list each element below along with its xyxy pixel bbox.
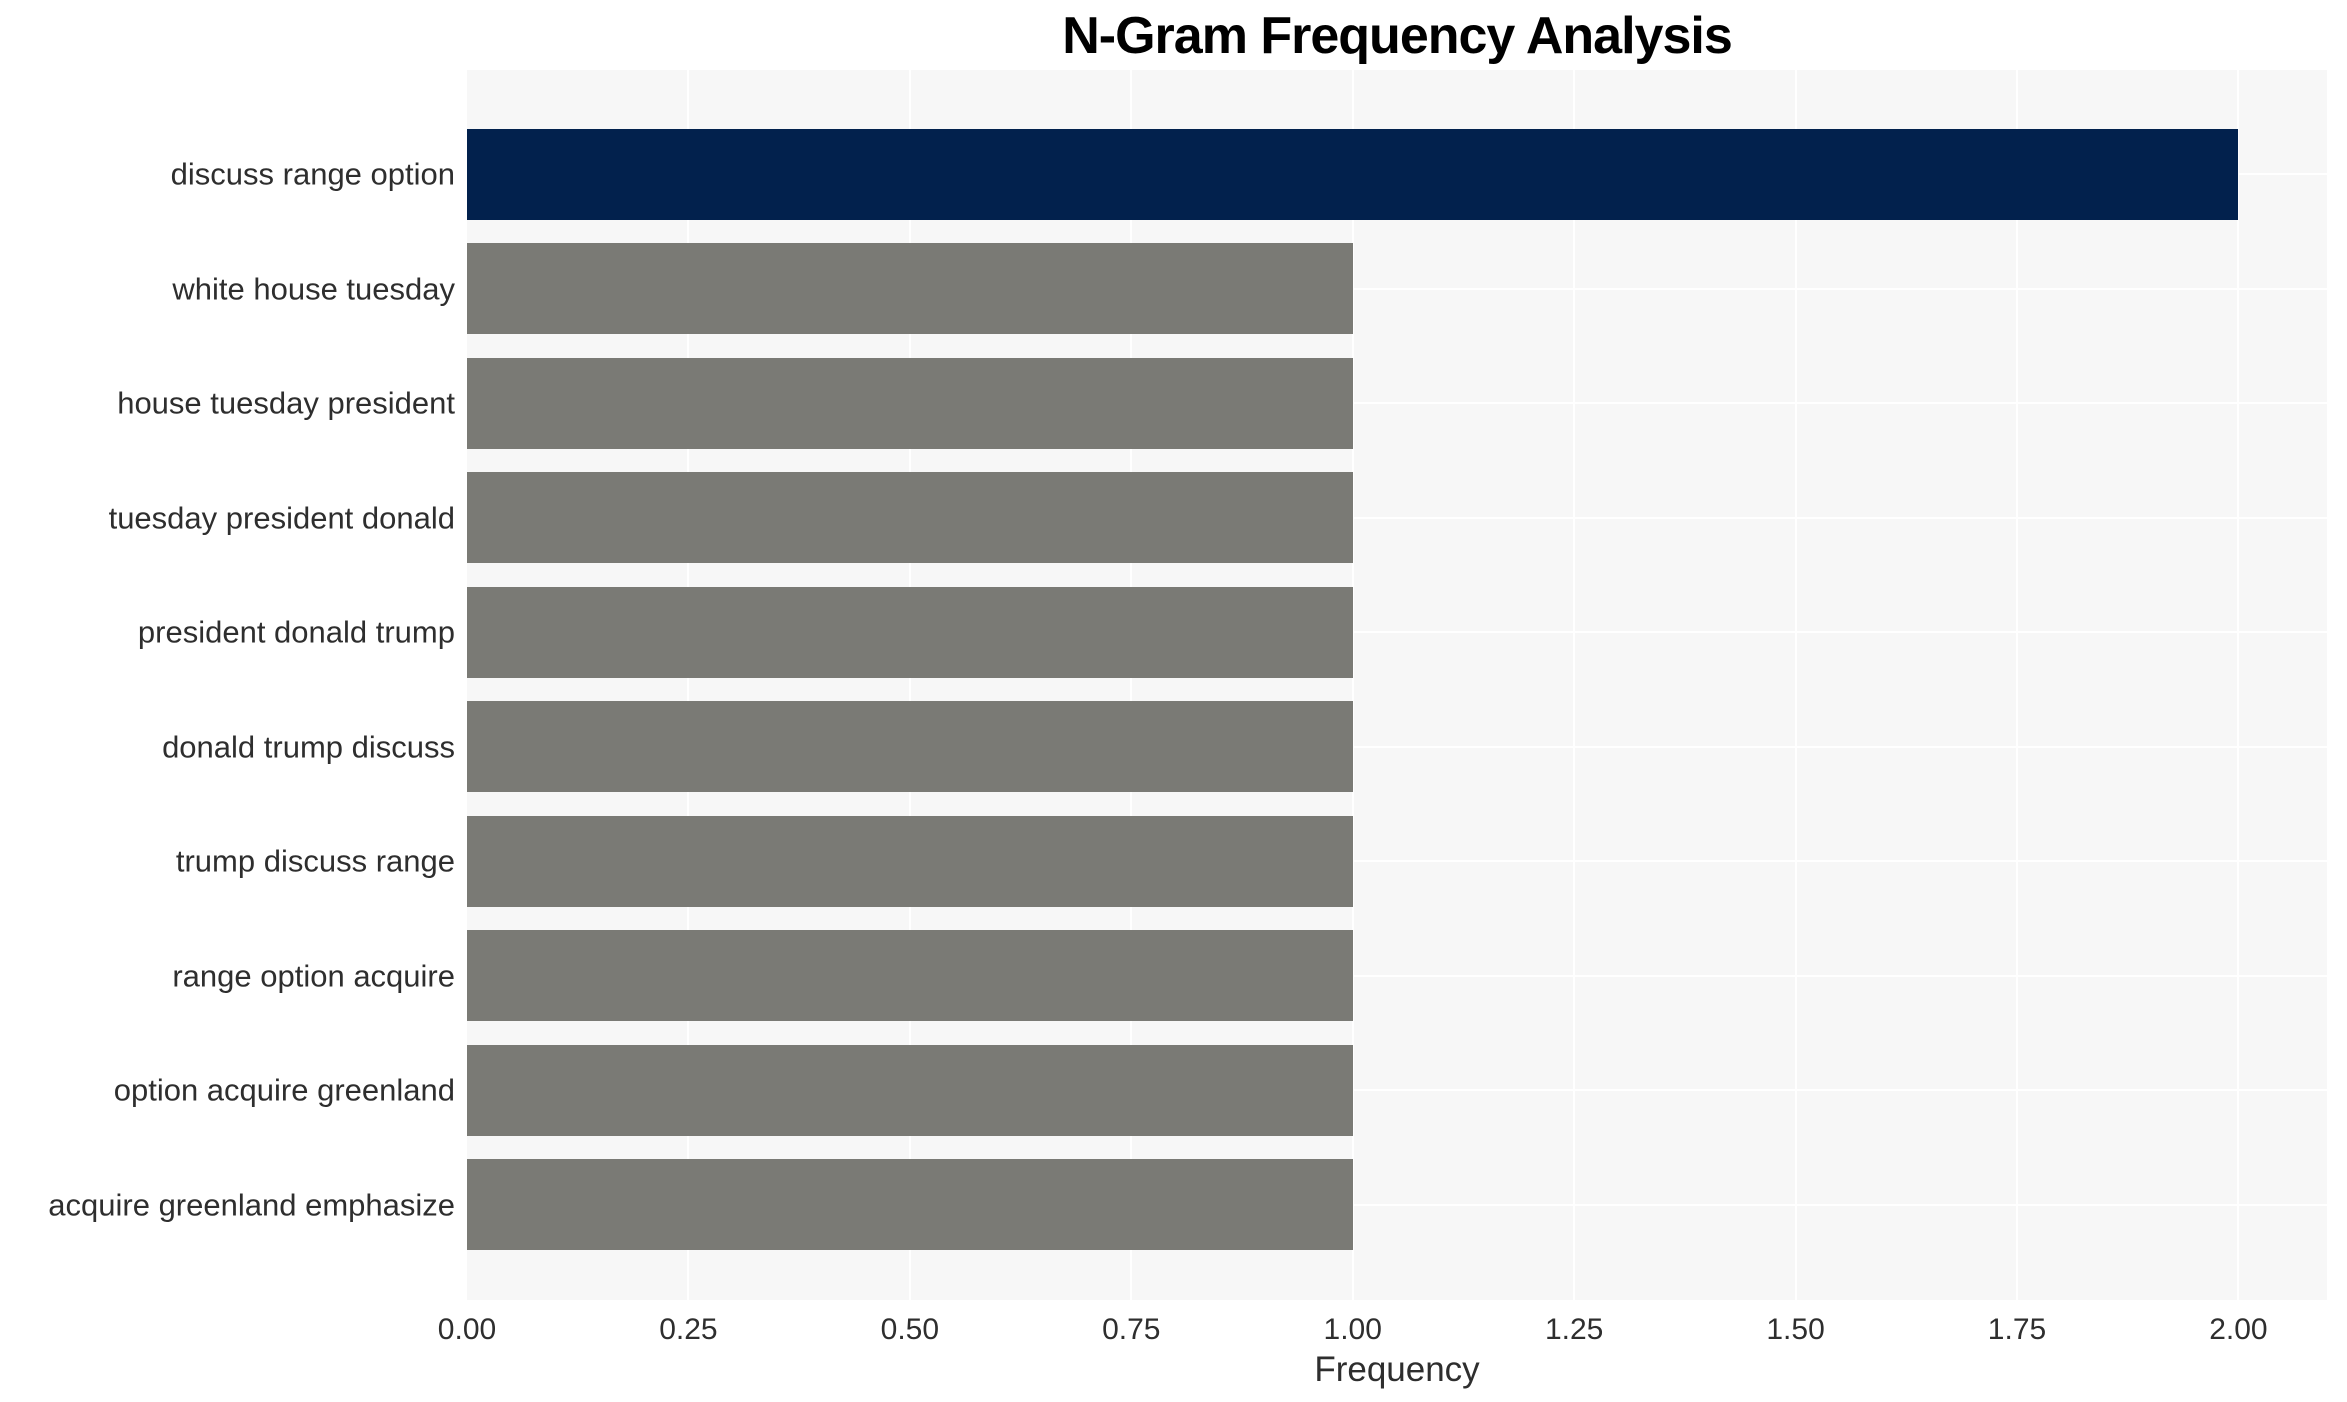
y-axis-label: option acquire greenland [113, 1072, 455, 1108]
bar-option-acquire-greenland [467, 1044, 1353, 1136]
horizontal-gridline [467, 860, 2327, 862]
y-axis-label: donald trump discuss [162, 729, 455, 764]
x-tick-label: 0.00 [437, 1313, 497, 1346]
bar-donald-trump-discuss [467, 701, 1353, 792]
horizontal-gridline [467, 516, 2327, 519]
bar-white-house-tuesday [467, 243, 1353, 334]
y-axis-label: tuesday president donald [108, 500, 455, 535]
y-axis-label: range option acquire [172, 958, 455, 993]
plot-area [467, 70, 2327, 1300]
vertical-gridline [687, 70, 690, 1300]
horizontal-gridline [467, 1089, 2327, 1091]
x-axis-ticks: 0.00 0.25 0.50 0.75 1.00 1.25 1.50 1.75 2.00 [0, 1312, 2347, 1352]
x-tick-label: 2.00 [2209, 1313, 2268, 1346]
x-tick-label: 0.50 [880, 1313, 940, 1346]
x-tick-label: 0.75 [1102, 1313, 1161, 1346]
y-axis-label: president donald trump [137, 614, 455, 650]
vertical-gridline [2237, 70, 2240, 1300]
y-axis-label: white house tuesday [172, 271, 455, 306]
x-tick-label: 1.75 [1987, 1313, 2047, 1346]
vertical-gridline [2016, 70, 2018, 1300]
vertical-gridline [1573, 70, 1576, 1300]
y-axis-labels: discuss range option white house tuesday h… [0, 70, 455, 1300]
vertical-gridline [1794, 70, 1797, 1300]
horizontal-gridline [467, 974, 2327, 977]
horizontal-gridline [467, 287, 2327, 290]
y-axis-label: house tuesday president [117, 385, 455, 421]
bar-discuss-range-option [467, 128, 2239, 220]
bar-president-donald-trump [467, 586, 1353, 678]
x-axis-title: Frequency [1314, 1350, 1480, 1389]
y-axis-label: trump discuss range [175, 843, 455, 879]
horizontal-gridline [467, 631, 2327, 633]
vertical-gridline [1130, 70, 1133, 1300]
horizontal-gridline [467, 402, 2327, 404]
horizontal-gridline [467, 745, 2327, 748]
bar-house-tuesday-president [467, 357, 1353, 449]
vertical-gridline [1351, 70, 1354, 1300]
bar-acquire-greenland-emphasize [467, 1159, 1353, 1250]
bar-trump-discuss-range [467, 815, 1353, 907]
y-axis-label: discuss range option [170, 156, 455, 192]
horizontal-gridline [467, 1203, 2327, 1206]
x-tick-label: 0.25 [659, 1313, 718, 1346]
bar-range-option-acquire [467, 930, 1353, 1021]
x-tick-label: 1.25 [1544, 1313, 1604, 1346]
vertical-gridline [908, 70, 911, 1300]
x-tick-label: 1.00 [1323, 1313, 1382, 1346]
y-axis-label: acquire greenland emphasize [48, 1187, 455, 1222]
chart-title: N-Gram Frequency Analysis [1062, 7, 1733, 65]
x-tick-label: 1.50 [1766, 1313, 1825, 1346]
bar-tuesday-president-donald [467, 472, 1353, 563]
